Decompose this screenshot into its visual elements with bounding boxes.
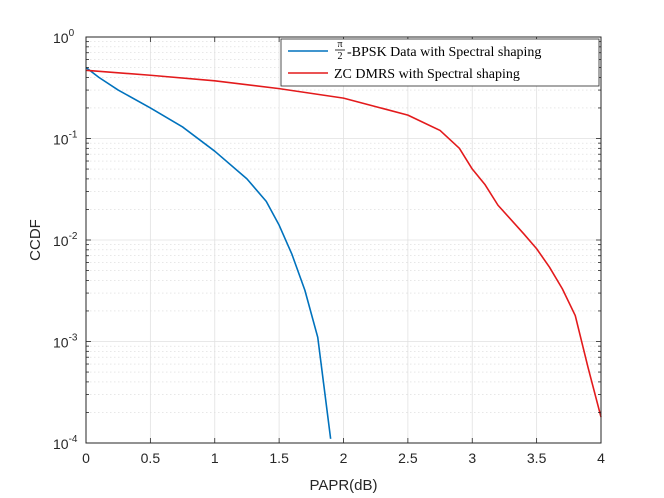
x-tick-label: 2 xyxy=(340,450,348,466)
x-tick-label: 1.5 xyxy=(269,450,289,466)
y-tick-labels: 100 10-1 10-2 10-3 10-4 xyxy=(53,28,78,452)
x-tick-label: 3 xyxy=(468,450,476,466)
series-line-1 xyxy=(85,69,602,418)
legend-label-zc: ZC DMRS with Spectral shaping xyxy=(334,67,520,82)
y-tick-label: 100 xyxy=(53,28,75,46)
series-line-0 xyxy=(85,66,332,439)
legend: π 2 -BPSK Data with Spectral shaping ZC … xyxy=(280,38,600,87)
x-tick-labels: 0 0.5 1 1.5 2 2.5 3 3.5 4 xyxy=(82,450,605,466)
x-axis-label: PAPR(dB) xyxy=(309,477,377,494)
legend-label-bpsk: -BPSK Data with Spectral shaping xyxy=(347,45,541,60)
y-tick-label: 10-2 xyxy=(53,231,78,249)
series-layer xyxy=(85,66,602,439)
y-tick-label: 10-3 xyxy=(53,333,78,351)
y-tick-label: 10-4 xyxy=(53,434,78,452)
y-axis-label: CCDF xyxy=(27,219,44,261)
x-tick-label: 0 xyxy=(82,450,90,466)
legend-box xyxy=(280,38,600,87)
y-tick-label: 10-1 xyxy=(53,130,78,148)
x-tick-label: 4 xyxy=(597,450,605,466)
x-tick-label: 0.5 xyxy=(141,450,161,466)
legend-fraction-denominator: 2 xyxy=(338,51,343,62)
x-tick-label: 3.5 xyxy=(527,450,547,466)
legend-fraction-numerator: π xyxy=(337,39,342,50)
x-tick-label: 2.5 xyxy=(398,450,418,466)
x-tick-label: 1 xyxy=(211,450,219,466)
